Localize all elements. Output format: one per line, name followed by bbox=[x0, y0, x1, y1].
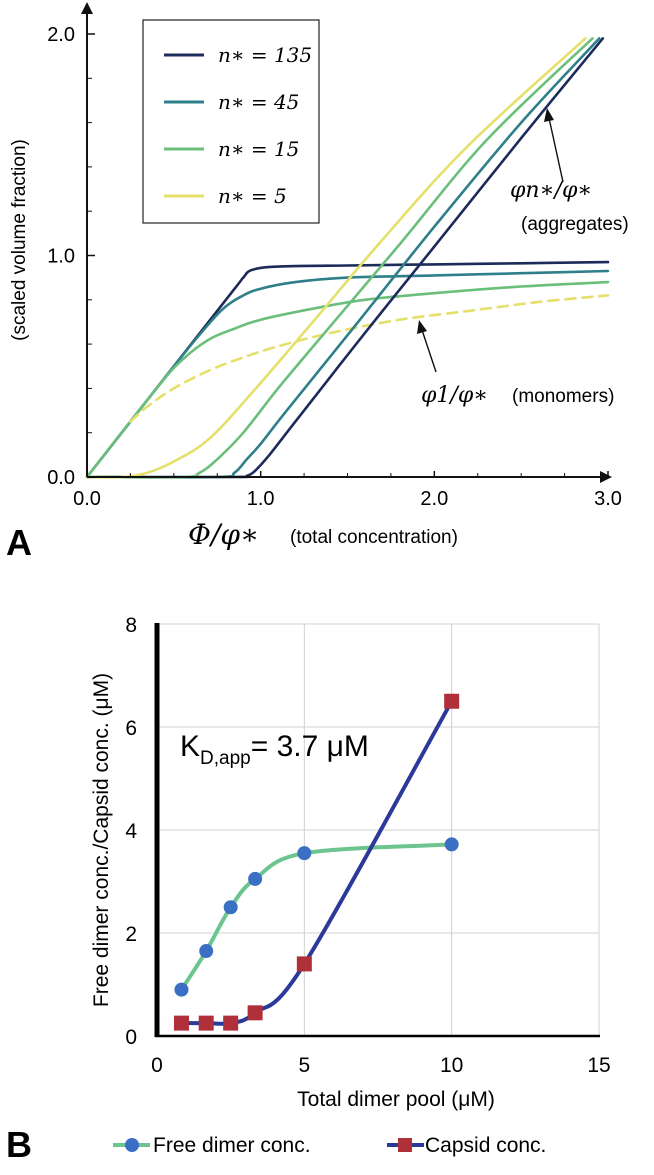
panel-b-point-0 bbox=[444, 837, 459, 852]
panel-b-ticks: 0 5 10 15 0 2 4 6 8 bbox=[125, 614, 610, 1077]
annotation-monomers-math: φ1/φ∗ bbox=[421, 383, 488, 408]
panel-b-y-tick-label: 6 bbox=[125, 717, 137, 740]
panel-a-y-axis-arrow-icon bbox=[81, 2, 93, 14]
panel-a-series bbox=[85, 37, 610, 479]
panel-b-y-tick-label: 4 bbox=[125, 820, 137, 843]
panel-b-series bbox=[173, 693, 460, 1031]
panel-b-x-label: Total dimer pool (μM) bbox=[297, 1088, 495, 1111]
annotation-aggregates-arrowhead-icon bbox=[544, 108, 554, 122]
panel-a-legend: n∗ = 135 n∗ = 45 n∗ = 15 n∗ = 5 bbox=[142, 19, 320, 224]
panel-a-x-tick-label: 0.0 bbox=[73, 488, 101, 510]
annotation-monomers-arrowhead-icon bbox=[417, 320, 427, 334]
panel-b-point-1 bbox=[198, 1015, 214, 1031]
annotation-monomers-arrow bbox=[421, 329, 437, 373]
panel-a-legend-label: n∗ = 45 bbox=[218, 90, 299, 114]
panel-a-x-tick-label: 3.0 bbox=[594, 488, 622, 510]
panel-a-legend-label: n∗ = 15 bbox=[218, 137, 299, 161]
legend-free-dimer-marker bbox=[125, 1138, 139, 1152]
panel-b-point-0 bbox=[174, 982, 189, 997]
annotation-monomers: φ1/φ∗ (monomers) bbox=[417, 320, 614, 408]
panel-a-y-tick-label: 2.0 bbox=[47, 24, 75, 46]
panel-a-x-tick-label: 2.0 bbox=[420, 488, 448, 510]
panel-b-x-tick-label: 5 bbox=[298, 1054, 310, 1077]
panel-b-legend: Free dimer conc. Capsid conc. bbox=[113, 1134, 546, 1157]
panel-b-x-tick-label: 15 bbox=[587, 1054, 610, 1077]
annotation-aggregates-text: (aggregates) bbox=[521, 214, 629, 235]
panel-a-ticks: 0.0 1.0 2.0 3.0 0.0 1.0 2.0 bbox=[47, 24, 622, 510]
annotation-monomers-text: (monomers) bbox=[512, 386, 614, 407]
panel-a-series-6 bbox=[85, 37, 594, 479]
panel-b-point-0 bbox=[199, 944, 214, 959]
kd-annotation-sub: D,app bbox=[200, 748, 251, 769]
annotation-aggregates-arrow bbox=[548, 117, 564, 183]
panel-b-point-1 bbox=[223, 1015, 239, 1031]
panel-a-y-label: (scaled volume fraction) bbox=[9, 139, 30, 341]
panel-b-y-tick-label: 8 bbox=[125, 614, 137, 637]
panel-b-point-1 bbox=[173, 1015, 189, 1031]
panel-b-y-tick-label: 0 bbox=[125, 1026, 137, 1049]
panel-a-series-0 bbox=[85, 260, 610, 479]
panel-b: 0 5 10 15 0 2 4 6 8 KD,app= 3.7 μM Total dimer p… bbox=[6, 614, 611, 1165]
panel-a-x-tick-label: 1.0 bbox=[247, 488, 275, 510]
panel-a-y-tick-label: 1.0 bbox=[47, 246, 75, 268]
annotation-aggregates-math: φn∗/φ∗ bbox=[510, 178, 592, 203]
legend-capsid-marker bbox=[398, 1138, 412, 1152]
panel-a-series-2 bbox=[85, 280, 610, 479]
panel-b-series-line-0 bbox=[179, 842, 454, 992]
panel-b-point-1 bbox=[444, 693, 460, 709]
panel-a-series-3 bbox=[129, 294, 610, 423]
panel-a-legend-label: n∗ = 135 bbox=[218, 43, 312, 67]
panel-b-x-tick-label: 0 bbox=[151, 1054, 163, 1077]
panel-b-point-0 bbox=[248, 871, 263, 886]
panel-b-point-0 bbox=[223, 900, 238, 915]
annotation-aggregates: φn∗/φ∗ (aggregates) bbox=[510, 108, 629, 235]
kd-annotation-main: K bbox=[180, 730, 200, 763]
kd-annotation-rest: = 3.7 μM bbox=[251, 730, 369, 763]
panel-b-point-1 bbox=[296, 956, 312, 972]
panel-b-point-1 bbox=[247, 1005, 263, 1021]
panel-b-grid bbox=[157, 623, 600, 1036]
legend-capsid-label: Capsid conc. bbox=[425, 1134, 546, 1157]
panel-b-y-label: Free dimer conc./Capsid conc. (μM) bbox=[90, 673, 113, 1007]
panel-b-x-tick-label: 10 bbox=[440, 1054, 463, 1077]
panel-b-label: B bbox=[6, 1124, 32, 1165]
panel-a-x-label-math: Φ/φ∗ bbox=[188, 518, 259, 551]
panel-a-series-7 bbox=[85, 37, 587, 479]
panel-b-point-0 bbox=[297, 846, 312, 861]
panel-a-series-1 bbox=[85, 269, 610, 479]
kd-annotation: KD,app= 3.7 μM bbox=[180, 730, 369, 769]
panel-a-x-label-text: (total concentration) bbox=[290, 527, 458, 548]
panel-a-legend-label: n∗ = 5 bbox=[218, 184, 287, 208]
legend-free-dimer-label: Free dimer conc. bbox=[153, 1134, 311, 1157]
panel-a-y-tick-label: 0.0 bbox=[47, 467, 75, 489]
panel-a-label: A bbox=[6, 522, 32, 563]
panel-b-y-tick-label: 2 bbox=[125, 923, 137, 946]
panel-a-x-axis-arrow-icon bbox=[600, 471, 612, 483]
